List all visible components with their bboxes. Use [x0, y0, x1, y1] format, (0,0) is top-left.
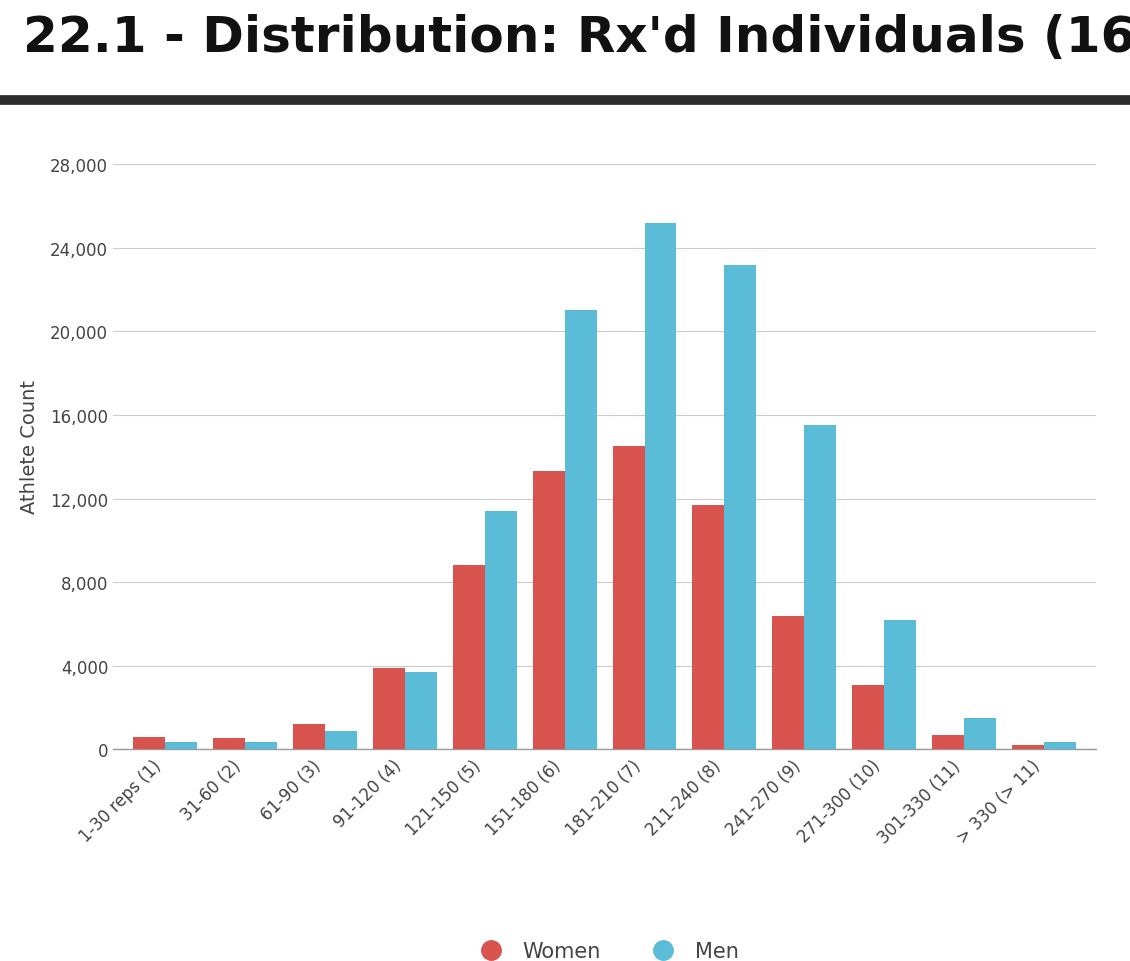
Bar — [693, 505, 724, 750]
Y-axis label: Athlete Count: Athlete Count — [20, 380, 38, 514]
Bar — [1044, 742, 1076, 750]
Bar — [932, 735, 964, 750]
Bar — [724, 265, 756, 750]
Bar — [532, 472, 565, 750]
Bar — [644, 224, 677, 750]
Bar — [612, 447, 644, 750]
Bar — [453, 566, 485, 750]
Bar — [964, 718, 997, 750]
Bar — [885, 620, 916, 750]
Bar — [133, 737, 165, 750]
Bar — [293, 725, 324, 750]
Bar — [324, 730, 357, 750]
Bar — [212, 738, 245, 750]
Bar — [1012, 746, 1044, 750]
Bar — [852, 685, 885, 750]
Bar — [373, 668, 405, 750]
Bar — [773, 616, 805, 750]
Text: 22.1 - Distribution: Rx'd Individuals (16-54): 22.1 - Distribution: Rx'd Individuals (1… — [23, 14, 1130, 62]
Bar — [165, 742, 197, 750]
Bar — [245, 742, 277, 750]
Bar — [805, 426, 836, 750]
Bar — [485, 511, 516, 750]
Bar — [405, 673, 436, 750]
Bar — [565, 311, 597, 750]
Legend: Women, Men: Women, Men — [462, 932, 747, 961]
